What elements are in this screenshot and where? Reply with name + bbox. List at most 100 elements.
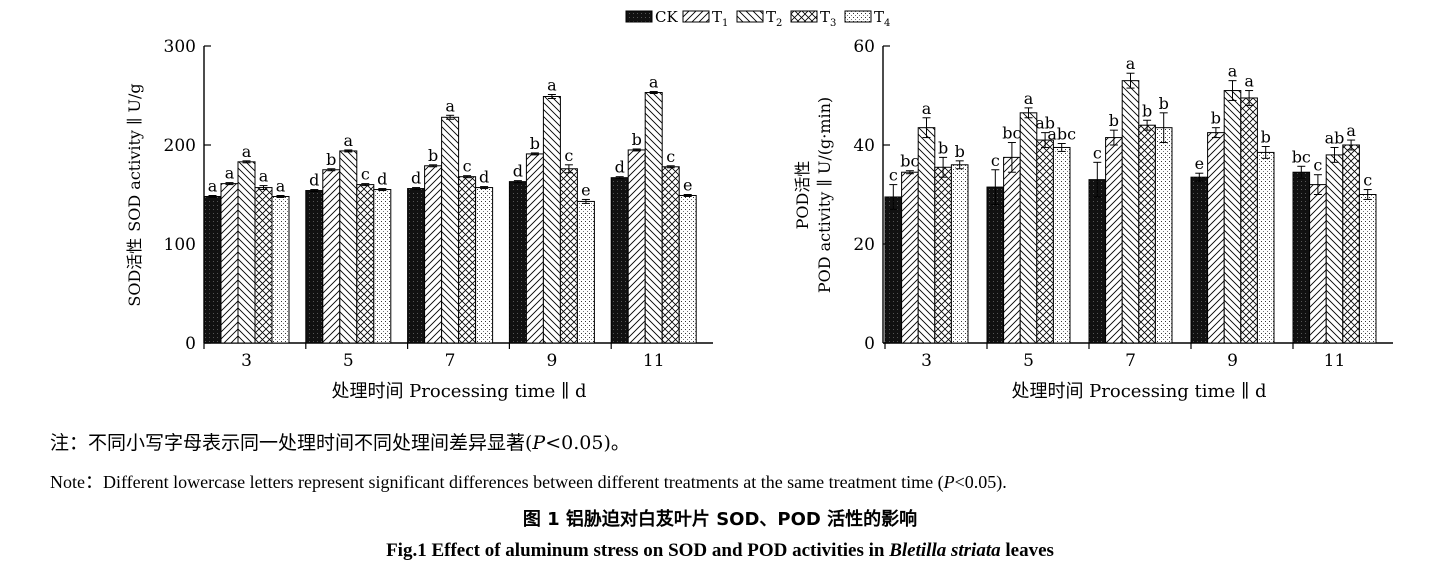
pod-significance-letter: b bbox=[938, 138, 948, 157]
pod-bar-t3 bbox=[1240, 97, 1258, 344]
pod-bar-t1 bbox=[1105, 137, 1123, 344]
sod-significance-letter: e bbox=[683, 176, 692, 195]
caption-en-suffix: leaves bbox=[1000, 540, 1054, 561]
pod-significance-letter: b bbox=[955, 142, 965, 161]
legend-item-ck: CK bbox=[625, 8, 678, 26]
pod-bar-t1 bbox=[901, 171, 919, 344]
sod-bar-ck bbox=[407, 188, 426, 344]
pod-bar-ck bbox=[884, 196, 903, 344]
sod-significance-letter: a bbox=[276, 176, 286, 195]
pod-bar-t2 bbox=[1325, 154, 1344, 344]
note-english: Note：Different lowercase letters represe… bbox=[50, 468, 1007, 494]
sod-bar-t2 bbox=[644, 92, 663, 344]
pod-bar-t3 bbox=[1036, 139, 1054, 344]
pod-x-tick-label: 9 bbox=[1227, 351, 1238, 371]
sod-significance-letter: d bbox=[479, 168, 489, 187]
pod-bar-t1 bbox=[1207, 132, 1225, 344]
pod-x-tick-label: 11 bbox=[1324, 351, 1346, 371]
legend-label-t2: T2 bbox=[766, 8, 782, 29]
sod-significance-letter: e bbox=[581, 180, 590, 199]
pod-significance-letter: a bbox=[1346, 121, 1356, 140]
sod-significance-letter: a bbox=[225, 164, 235, 183]
sod-significance-letter: c bbox=[463, 157, 472, 176]
sod-y-tick-label: 300 bbox=[164, 37, 196, 57]
sod-significance-letter: c bbox=[361, 165, 370, 184]
sod-x-tick-label: 7 bbox=[445, 351, 456, 371]
sod-y-tick-label: 200 bbox=[164, 136, 196, 156]
legend-item-t2: T2 bbox=[736, 8, 782, 29]
sod-bar-ck bbox=[305, 190, 324, 344]
sod-significance-letter: a bbox=[242, 142, 252, 161]
sod-bar-t4 bbox=[576, 200, 595, 344]
sod-significance-letter: a bbox=[208, 176, 218, 195]
pod-bar-t4 bbox=[950, 164, 969, 344]
legend-label-t4: T4 bbox=[874, 8, 890, 29]
sod-y-axis-title: SOD活性 SOD activity ∥ U/g bbox=[125, 83, 144, 306]
legend-label-t1: T1 bbox=[712, 8, 728, 29]
pod-significance-letter: b bbox=[1159, 94, 1169, 113]
pod-bar-ck bbox=[986, 186, 1005, 344]
pod-significance-letter: a bbox=[1126, 54, 1136, 73]
legend-label-ck: CK bbox=[655, 8, 678, 26]
sod-bar-t3 bbox=[661, 166, 680, 344]
sod-x-axis-title: 处理时间 Processing time ∥ d bbox=[331, 381, 586, 402]
sod-bar-ck bbox=[203, 195, 222, 344]
sod-significance-letter: a bbox=[445, 96, 455, 115]
pod-significance-letter: c bbox=[1363, 171, 1372, 190]
pod-significance-letter: c bbox=[991, 151, 1000, 170]
sod-significance-letter: d bbox=[513, 162, 523, 181]
pod-significance-letter: abc bbox=[1047, 125, 1076, 144]
pod-bar-t2 bbox=[1121, 80, 1140, 344]
pod-bar-t2 bbox=[1019, 112, 1038, 344]
pod-y-tick-label: 60 bbox=[853, 37, 875, 57]
sod-bar-t1 bbox=[627, 149, 646, 344]
pod-y-axis-title-en: POD activity ∥ U/(g·min) bbox=[815, 97, 834, 293]
pod-significance-letter: b bbox=[1142, 101, 1152, 120]
pod-bar-t4 bbox=[1358, 194, 1377, 344]
pod-significance-letter: c bbox=[1313, 156, 1322, 175]
sod-significance-letter: a bbox=[547, 76, 557, 95]
pod-significance-letter: ab bbox=[1035, 114, 1055, 133]
pod-bar-ck bbox=[1292, 171, 1311, 344]
sod-bar-t3 bbox=[254, 187, 273, 344]
pod-significance-letter: e bbox=[1195, 154, 1204, 173]
pod-significance-letter: a bbox=[1228, 62, 1238, 81]
sod-bar-t4 bbox=[678, 194, 697, 344]
sod-bar-t3 bbox=[458, 176, 477, 344]
sod-bar-t4 bbox=[373, 189, 392, 344]
legend-item-t3: T3 bbox=[790, 8, 836, 29]
pod-bar-t2 bbox=[917, 127, 936, 344]
legend-label-t3: T3 bbox=[820, 8, 836, 29]
note-cn-suffix: <0.05)。 bbox=[545, 432, 630, 454]
note-chinese: 注：不同小写字母表示同一处理时间不同处理间差异显著(P<0.05)。 bbox=[50, 428, 630, 455]
sod-bar-t1 bbox=[220, 183, 239, 344]
sod-significance-letter: b bbox=[632, 130, 642, 149]
sod-significance-letter: a bbox=[649, 73, 659, 92]
sod-bar-ck bbox=[508, 181, 527, 344]
figure-caption-chinese: 图 1 铝胁迫对白芨叶片 SOD、POD 活性的影响 bbox=[522, 509, 918, 530]
sod-significance-letter: b bbox=[428, 146, 438, 165]
pod-bar-t4 bbox=[1052, 146, 1071, 344]
sod-significance-letter: a bbox=[259, 167, 269, 186]
pod-y-axis-title-cn: POD活性 bbox=[793, 161, 812, 230]
legend-item-t1: T1 bbox=[682, 8, 728, 29]
pod-significance-letter: ab bbox=[1325, 128, 1345, 147]
pod-bar-t4 bbox=[1256, 151, 1275, 344]
svg-text:SOD活性SOD activity ∥ U/g: SOD活性 SOD activity ∥ U/g bbox=[125, 83, 144, 306]
sod-significance-letter: d bbox=[309, 171, 319, 190]
caption-en-species: Bletilla striata bbox=[889, 540, 1001, 561]
pod-significance-letter: b bbox=[1109, 111, 1119, 130]
sod-bar-t1 bbox=[322, 169, 341, 344]
pod-bar-t3 bbox=[1138, 124, 1156, 344]
sod-bar-t3 bbox=[559, 168, 578, 344]
note-en-p: P bbox=[943, 472, 955, 492]
sod-y-tick-label: 100 bbox=[164, 235, 196, 255]
pod-x-tick-label: 7 bbox=[1125, 351, 1136, 371]
pod-bar-t1 bbox=[1003, 156, 1021, 344]
pod-y-tick-label: 0 bbox=[864, 334, 875, 354]
sod-significance-letter: c bbox=[564, 146, 573, 165]
sod-significance-letter: d bbox=[615, 158, 625, 177]
caption-en-prefix: Fig.1 Effect of aluminum stress on SOD a… bbox=[386, 540, 890, 561]
sod-bar-t4 bbox=[475, 187, 494, 344]
